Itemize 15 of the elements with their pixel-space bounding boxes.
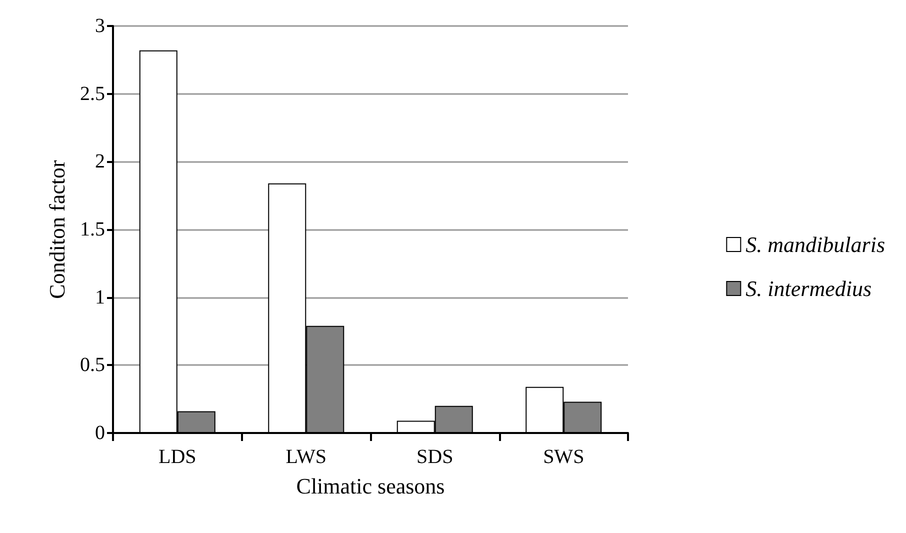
x-tick-label: SWS xyxy=(543,446,584,468)
y-axis-title: Conditon factor xyxy=(44,159,70,299)
x-axis-title: Climatic seasons xyxy=(296,474,445,498)
y-tick-label: 0 xyxy=(95,422,105,444)
x-tick-label: SDS xyxy=(416,446,454,468)
y-tick-label: 2 xyxy=(95,150,105,173)
legend-label: S. intermedius xyxy=(746,276,872,301)
y-tick-label: 2.5 xyxy=(80,82,105,105)
y-tick-label: 0.5 xyxy=(80,354,105,376)
x-tick-label: LWS xyxy=(286,446,326,468)
legend-label: S. mandibularis xyxy=(746,232,886,257)
y-tick-label: 3 xyxy=(95,15,105,37)
y-tick-label: 1.5 xyxy=(80,218,105,240)
x-tick-label: LDS xyxy=(158,446,196,468)
y-tick-label: 1 xyxy=(95,286,105,308)
